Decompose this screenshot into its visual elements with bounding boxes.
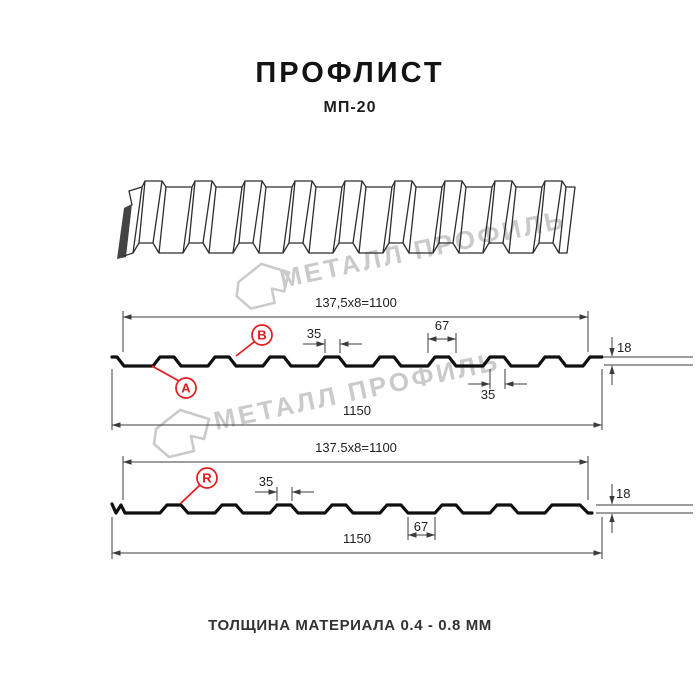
profile-section-top: 137,5x8=1100 1150 35 67 35 [110,295,693,430]
dim-height-top: 18 [617,340,631,355]
profile-outline-top [110,355,604,368]
dim-overall-width-bottom: 1150 [343,531,371,546]
profile-outline-bottom [110,502,594,515]
dim-valley-width-bottom: 67 [414,519,428,534]
profile-section-bottom: 137.5x8=1100 1150 35 67 18 [110,440,693,559]
dim-working-width-top: 137,5x8=1100 [315,295,397,310]
side-label-a: A [151,365,197,399]
dim-rib-top-width-top: 35 [307,326,321,341]
page-subtitle: МП-20 [323,99,377,116]
svg-text:A: A [181,381,191,396]
brand-watermark-upper: МЕТАЛЛ ПРОФИЛЬ [235,204,569,310]
material-thickness-note: ТОЛЩИНА МАТЕРИАЛА 0.4 - 0.8 ММ [208,617,492,634]
watermark-text: МЕТАЛЛ ПРОФИЛЬ [277,204,569,294]
svg-text:B: B [257,328,266,343]
dim-overall-width-top: 1150 [343,403,371,418]
dim-rib-base-width-top: 67 [435,318,449,333]
side-label-r: R [179,467,218,505]
page-title: ПРОФЛИСТ [255,57,445,89]
svg-text:R: R [202,471,212,486]
sheet-3d-view [117,180,576,259]
dim-working-width-bottom: 137.5x8=1100 [315,440,397,455]
watermark-text: МЕТАЛЛ ПРОФИЛЬ [211,346,503,436]
dim-rib-lower-width-top: 35 [481,387,495,402]
side-label-b: B [235,324,273,357]
brand-logo-icon [152,408,211,459]
dim-height-bottom: 18 [616,486,630,501]
dim-rib-top-width-bottom: 35 [259,474,273,489]
sheet-cut-edge [117,204,132,259]
